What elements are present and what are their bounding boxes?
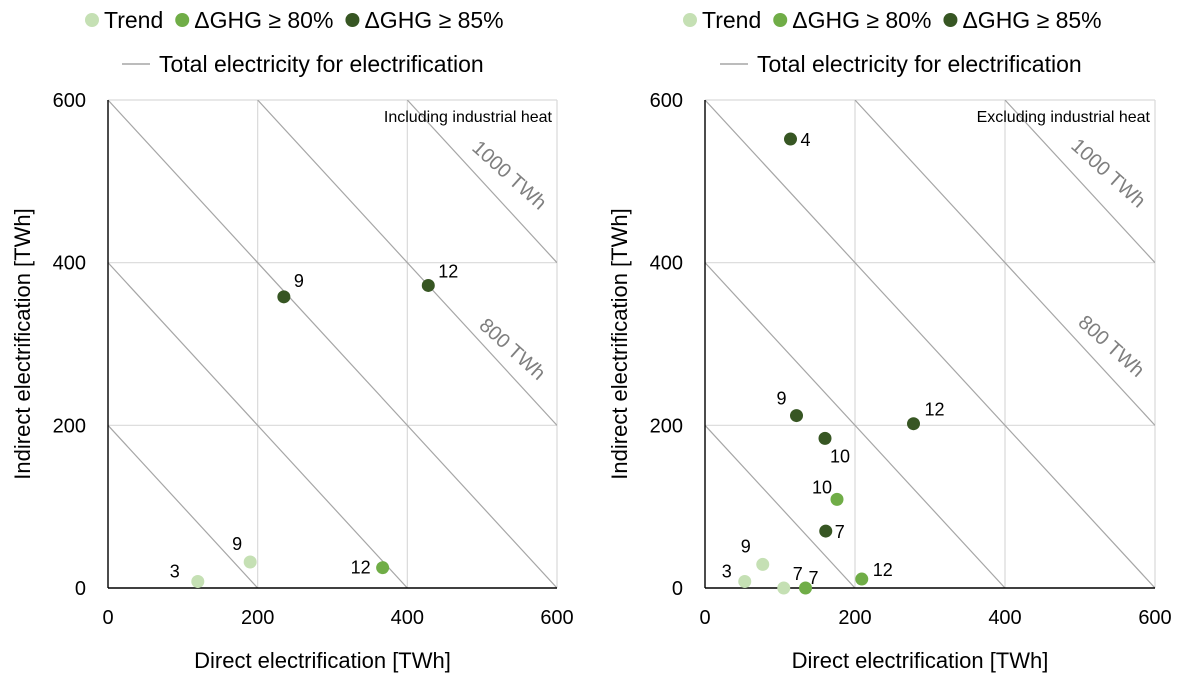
legend-marker-2 — [773, 13, 788, 27]
data-point-label: 12 — [925, 400, 945, 420]
chart-panel-2: Trend ΔGHG ≥ 80% ΔGHG ≥ 85% Total electrici… — [607, 7, 1172, 673]
series-3: 4 9 10 7 12 — [776, 130, 944, 542]
data-point-label: 12 — [351, 558, 371, 578]
panel-annotation: Excluding industrial heat — [977, 109, 1151, 126]
legend-label-1: Trend — [702, 7, 761, 33]
legend-marker-2 — [175, 13, 190, 27]
legend-label-2: ΔGHG ≥ 80% — [194, 7, 333, 33]
data-point-label: 7 — [835, 522, 845, 542]
data-point-label: 12 — [873, 560, 893, 580]
data-point-label: 12 — [438, 261, 458, 281]
data-point — [277, 290, 291, 304]
data-point-label: 10 — [812, 477, 832, 497]
isolines — [108, 100, 557, 588]
chart-panel-1: Trend ΔGHG ≥ 80% ΔGHG ≥ 85% Total electrici… — [10, 7, 574, 673]
x-tick-label: 600 — [540, 607, 573, 629]
gridlines — [108, 99, 558, 588]
isoline-200 — [108, 424, 259, 588]
x-tick-label: 400 — [391, 607, 424, 629]
data-point — [191, 574, 205, 588]
series-2: 7 10 12 — [799, 477, 893, 595]
isoline-label: 800 TWh — [1074, 311, 1149, 381]
legend-marker-3 — [943, 13, 958, 27]
data-point — [799, 581, 812, 595]
legend-marker-1 — [683, 13, 697, 27]
legend-label-3: ΔGHG ≥ 85% — [962, 7, 1101, 33]
y-axis-title: Indirect electrification [TWh] — [10, 208, 35, 479]
data-point-label: 9 — [294, 271, 304, 291]
isoline-600 — [705, 100, 1155, 588]
legend-label-2: ΔGHG ≥ 80% — [792, 7, 931, 33]
legend: Trend ΔGHG ≥ 80% ΔGHG ≥ 85% Total electrici… — [85, 7, 504, 77]
data-point — [855, 572, 869, 586]
series-1: 39 7 — [722, 536, 803, 595]
isoline-label: 800 TWh — [475, 314, 550, 384]
y-tick-label: 0 — [672, 578, 683, 600]
isoline-200 — [705, 424, 856, 588]
legend-marker-1 — [85, 13, 99, 27]
legend-label-1: Trend — [104, 7, 163, 33]
data-point-label: 4 — [801, 130, 811, 150]
series-3: 9 12 — [277, 261, 458, 304]
legend: Trend ΔGHG ≥ 80% ΔGHG ≥ 85% Total electrici… — [683, 7, 1102, 77]
data-point — [376, 561, 390, 575]
panel-annotation: Including industrial heat — [384, 109, 553, 126]
isoline-600 — [108, 100, 557, 588]
x-tick-label: 0 — [699, 607, 710, 629]
data-point — [777, 581, 791, 595]
y-tick-label: 200 — [53, 415, 86, 437]
x-axis-title: Direct electrification [TWh] — [194, 648, 451, 673]
isoline-label: 1000 TWh — [468, 137, 551, 215]
x-tick-label: 200 — [838, 607, 871, 629]
data-point — [819, 524, 833, 538]
y-tick-label: 200 — [650, 415, 683, 437]
data-point — [790, 409, 803, 423]
y-tick-label: 400 — [650, 253, 683, 275]
isoline-1000 — [406, 100, 557, 264]
data-point-label: 7 — [809, 568, 819, 588]
x-tick-label: 200 — [241, 607, 274, 629]
legend-marker-3 — [345, 13, 360, 27]
data-point — [830, 492, 844, 506]
x-axis-title: Direct electrification [TWh] — [792, 648, 1049, 673]
legend-label-3: ΔGHG ≥ 85% — [364, 7, 503, 33]
legend-line-label: Total electricity for electrification — [159, 51, 484, 77]
isoline-400 — [108, 262, 408, 588]
isoline-400 — [705, 262, 1006, 588]
series-2: 12 — [351, 558, 390, 578]
x-tick-label: 0 — [102, 607, 113, 629]
isoline-800 — [854, 100, 1155, 426]
data-point-label: 3 — [170, 561, 180, 581]
data-point-label: 10 — [830, 446, 850, 466]
data-point-label: 7 — [793, 564, 803, 584]
isoline-800 — [257, 100, 557, 426]
y-tick-label: 600 — [53, 90, 86, 112]
y-tick-label: 600 — [650, 90, 683, 112]
data-point — [907, 417, 920, 431]
x-tick-label: 600 — [1138, 607, 1171, 629]
data-point-label: 9 — [741, 536, 751, 556]
isolines — [705, 100, 1155, 588]
data-point — [818, 431, 832, 445]
data-point-label: 9 — [232, 534, 242, 554]
y-tick-label: 400 — [53, 253, 86, 275]
isoline-label: 1000 TWh — [1067, 135, 1150, 213]
data-point-label: 9 — [776, 389, 786, 409]
data-point-label: 3 — [722, 561, 732, 581]
x-tick-label: 400 — [988, 607, 1021, 629]
isoline-1000 — [1004, 100, 1155, 264]
data-point — [738, 574, 752, 588]
data-point — [756, 557, 770, 571]
data-point — [421, 278, 435, 292]
y-tick-label: 0 — [75, 578, 86, 600]
data-point — [243, 555, 257, 569]
data-point — [784, 132, 797, 146]
gridlines — [705, 99, 1156, 588]
legend-line-label: Total electricity for electrification — [757, 51, 1082, 77]
series-1: 39 — [170, 534, 257, 588]
y-axis-title: Indirect electrification [TWh] — [607, 208, 632, 479]
